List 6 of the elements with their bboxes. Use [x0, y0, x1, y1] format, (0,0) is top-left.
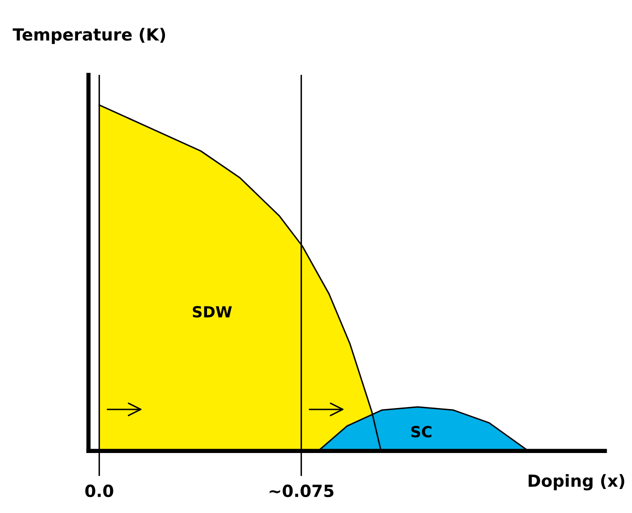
x-tick-label: 0.0 — [85, 484, 114, 498]
series-label: SDW — [192, 306, 232, 318]
x-tick-label: ~0.075 — [270, 484, 334, 498]
y-axis-title: Temperature (K) — [12, 28, 166, 44]
x-axis-title: Doping (x) — [528, 474, 624, 490]
series-label: SC — [411, 426, 432, 438]
